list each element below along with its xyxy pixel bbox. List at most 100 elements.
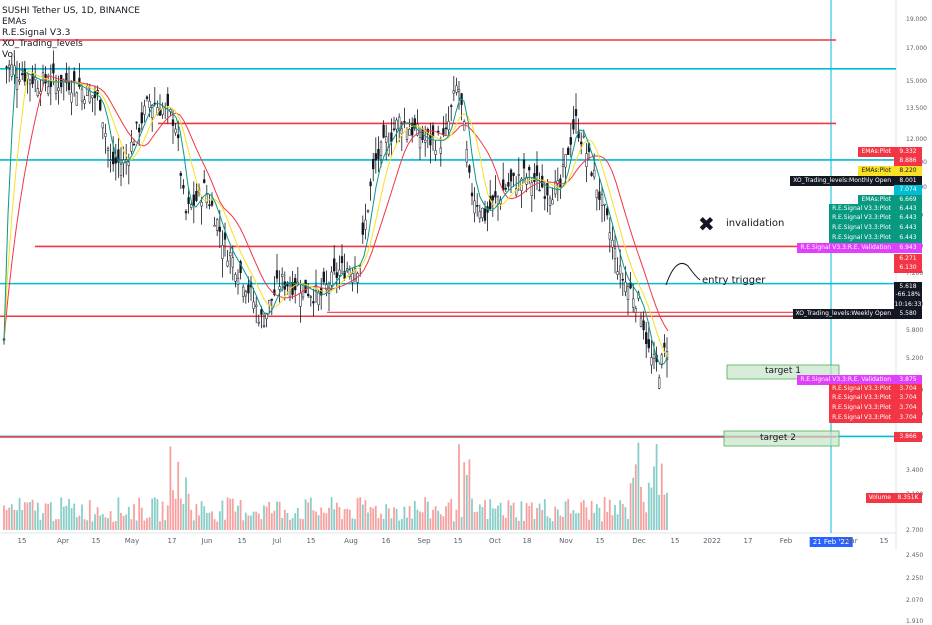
volume-bar [322, 512, 325, 530]
volume-bar [403, 506, 406, 530]
annotation-target-2[interactable]: target 2 [760, 433, 796, 443]
chart-canvas[interactable] [0, 0, 932, 550]
volume-bar [515, 517, 518, 530]
annotation-invalidation[interactable]: invalidation [726, 218, 785, 229]
volume-bar [619, 500, 622, 530]
candle-body [379, 141, 383, 156]
volume-bar [629, 483, 632, 530]
volume-bar [465, 474, 468, 530]
volume-bar [57, 519, 60, 530]
volume-bar [107, 518, 109, 530]
volume-bar [242, 520, 245, 530]
indicator-xo-levels[interactable]: XO_Trading_levels [2, 39, 83, 49]
price-tag-label: R.E.Signal V3.3:Plot [829, 233, 894, 243]
candle-body [616, 271, 619, 275]
volume-bar [88, 500, 91, 530]
candle-body [5, 66, 8, 68]
volume-bar [486, 518, 489, 530]
price-tag-value: 5.618 [894, 282, 922, 292]
price-tag-label: XO_Trading_levels:Weekly Open [792, 309, 894, 319]
volume-bar [55, 519, 57, 530]
candle-body [132, 143, 136, 146]
volume-bar [437, 510, 440, 530]
candle-body [325, 284, 328, 291]
symbol-line[interactable]: SUSHI Tether US, 1D, BINANCE [2, 6, 140, 16]
candle-body [408, 129, 411, 136]
volume-bar [419, 511, 421, 530]
volume-bar [122, 515, 125, 530]
candle-body [268, 300, 271, 306]
volume-bar [153, 497, 156, 530]
volume-bar [198, 515, 200, 530]
volume-bar [281, 517, 284, 530]
indicator-re-signal[interactable]: R.E.Signal V3.3 [2, 28, 71, 38]
x-tick-label: 15 [670, 537, 680, 545]
volume-bar [75, 517, 78, 530]
volume-bar [179, 498, 182, 530]
y-tick-label: 15.000 [906, 77, 927, 85]
candle-body [377, 148, 380, 160]
candle-body [106, 148, 110, 151]
volume-bar [390, 518, 393, 530]
volume-bar [478, 504, 481, 530]
volume-bar [580, 502, 583, 530]
volume-bar [416, 509, 419, 530]
price-tag-label: R.E.Signal V3.3:Plot [829, 413, 894, 423]
candle-body [179, 173, 182, 176]
volume-bar [10, 504, 13, 530]
candle-body [70, 92, 73, 103]
candle-body [23, 68, 26, 82]
candle-body [548, 197, 552, 206]
candle-body [299, 293, 302, 307]
candle-body [177, 134, 180, 139]
indicator-vol[interactable]: Vol [2, 50, 16, 60]
candle-body [320, 288, 323, 296]
volume-bar [268, 501, 271, 530]
x-tick-label: 15 [17, 537, 27, 545]
candle-body [88, 90, 91, 103]
volume-bar [663, 494, 666, 530]
candle-body [247, 284, 250, 294]
volume-bar [114, 521, 117, 530]
candle-body [231, 257, 234, 268]
volume-bar [62, 506, 65, 530]
volume-bar [364, 500, 367, 530]
price-tag-value: 8.001 [894, 176, 922, 186]
volume-bar [65, 505, 68, 530]
annotation-target-1[interactable]: target 1 [765, 366, 801, 376]
volume-bar [190, 509, 193, 530]
candle-body [483, 208, 487, 221]
volume-bar [442, 516, 445, 530]
candle-body [265, 312, 268, 320]
volume-bar [393, 507, 395, 530]
volume-bar [434, 506, 437, 530]
volume-bar [133, 504, 135, 530]
volume-bar [569, 513, 572, 530]
candle-body [418, 137, 422, 149]
x-tick-label: 15 [595, 537, 605, 545]
ema-line [3, 67, 669, 365]
candle-body [603, 203, 606, 206]
volume-bar [543, 499, 546, 530]
candle-body [642, 320, 645, 331]
volume-bar [317, 515, 320, 530]
volume-bar [21, 510, 24, 530]
volume-bar [73, 503, 76, 530]
volume-bar [244, 512, 247, 530]
volume-bar [494, 508, 497, 530]
volume-bar [320, 507, 323, 530]
candle-body [494, 191, 497, 198]
volume-bar [156, 499, 159, 530]
candle-body [307, 293, 310, 297]
volume-bar [265, 506, 268, 530]
candle-body [335, 272, 338, 279]
volume-bar [291, 518, 294, 530]
price-tag-value: 6.943 [894, 243, 922, 253]
annotation-entry-trigger[interactable]: entry trigger [702, 275, 766, 286]
candle-body [114, 157, 117, 164]
volume-bar [117, 497, 120, 530]
candle-body [195, 191, 198, 201]
candle-body [203, 179, 206, 183]
indicator-emas[interactable]: EMAs [2, 17, 27, 27]
volume-bar [289, 519, 291, 530]
